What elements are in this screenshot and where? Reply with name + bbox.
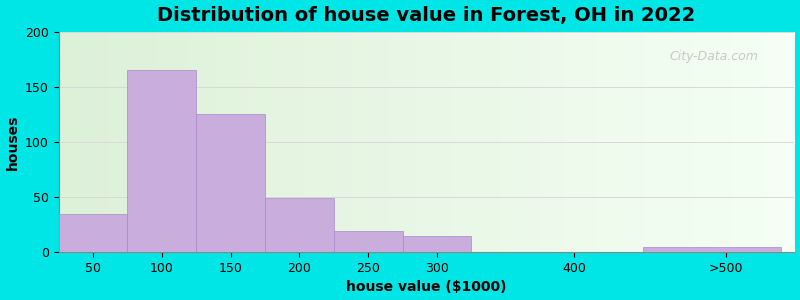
Bar	[643, 247, 781, 252]
Bar	[127, 70, 196, 252]
Y-axis label: houses: houses	[6, 114, 19, 169]
Bar	[58, 214, 127, 252]
Bar	[402, 236, 471, 252]
X-axis label: house value ($1000): house value ($1000)	[346, 280, 507, 294]
Title: Distribution of house value in Forest, OH in 2022: Distribution of house value in Forest, O…	[158, 6, 696, 25]
Bar	[334, 231, 402, 252]
Bar	[265, 198, 334, 252]
Text: City-Data.com: City-Data.com	[670, 50, 758, 63]
Bar	[196, 114, 265, 252]
